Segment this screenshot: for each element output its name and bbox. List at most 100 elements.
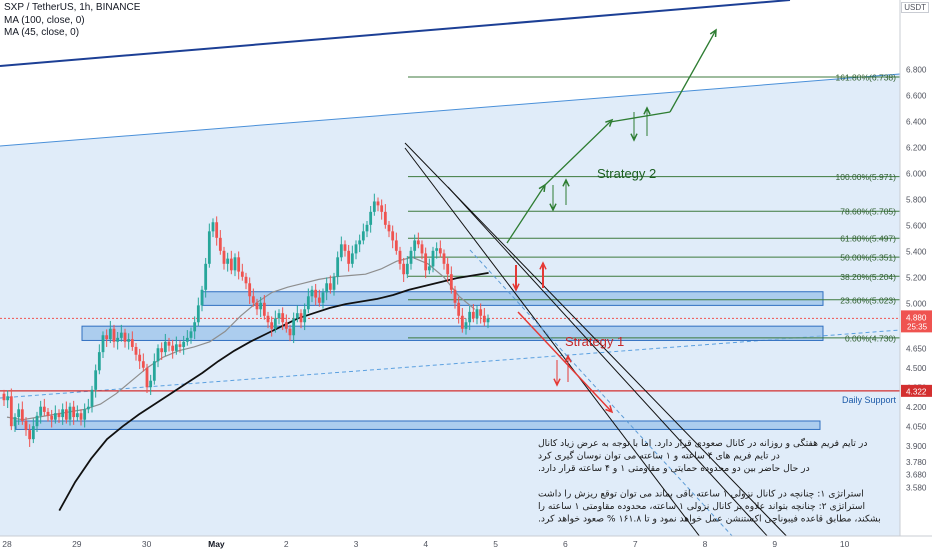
short-down-arrowhead <box>512 283 520 292</box>
candle-body <box>156 348 160 362</box>
daily-support-text: Daily Support <box>842 395 897 405</box>
candle-body <box>174 344 178 351</box>
price-tick-label: 3.780 <box>906 458 927 467</box>
candle-body <box>68 406 72 420</box>
strategy1-arrow <box>517 311 612 412</box>
candle-body <box>130 339 134 347</box>
candle-body <box>167 341 171 346</box>
time-tick-label: 9 <box>772 539 777 549</box>
candle-body <box>398 250 402 264</box>
strategy2-path <box>506 29 717 244</box>
candle-body <box>204 263 208 290</box>
candle-body <box>138 354 142 362</box>
ma100-legend[interactable]: MA (100, close, 0) <box>4 14 85 26</box>
candle-body <box>251 296 255 303</box>
strategy2-segment <box>544 121 611 186</box>
candle-body <box>295 313 299 319</box>
candle-body <box>350 253 354 264</box>
price-tick-label: 5.200 <box>906 273 927 282</box>
swing-arrowhead <box>562 178 570 187</box>
support-price-value: 4.322 <box>906 387 927 396</box>
swing-arrowhead <box>553 378 561 387</box>
last-price-badge <box>901 310 932 333</box>
candle-body <box>141 361 145 368</box>
ma45-legend[interactable]: MA (45, close, 0) <box>4 27 80 38</box>
candle-body <box>229 258 233 271</box>
swing-arrowhead <box>564 354 572 363</box>
desc-channel-mid <box>404 147 711 550</box>
candle-body <box>372 201 376 212</box>
candle-body <box>427 266 431 271</box>
time-axis-bg <box>0 536 932 550</box>
candle-body <box>200 289 204 306</box>
candle-body <box>127 339 131 342</box>
strategy2-label: Strategy 2 <box>597 166 656 181</box>
desc-channel-upper <box>404 142 801 550</box>
candle-body <box>262 302 266 316</box>
candle-body <box>387 224 391 232</box>
time-tick-label: 6 <box>563 539 568 549</box>
short-up-arrowhead <box>539 261 547 270</box>
candle-body <box>17 409 21 418</box>
symbol-title[interactable]: SXP / TetherUS, 1h, BINANCE <box>4 2 141 13</box>
candle-body <box>119 332 123 338</box>
analysis-note-line: استراتژی ۱: چنانچه در کانال نزولی ۱ ساعت… <box>538 488 864 499</box>
candle-body <box>325 283 329 293</box>
candle-body <box>460 315 464 329</box>
candle-body <box>358 240 362 245</box>
price-axis-bg <box>900 0 932 536</box>
time-tick-label: 4 <box>423 539 428 549</box>
candle-body <box>94 370 98 390</box>
candle-body <box>218 237 222 251</box>
candle-body <box>442 253 446 264</box>
time-tick-label: 8 <box>703 539 708 549</box>
candle-body <box>39 406 43 416</box>
price-tick-label: 4.500 <box>906 364 927 373</box>
candle-body <box>339 244 343 258</box>
chart-legend: SXP / TetherUS, 1h, BINANCE MA (100, clo… <box>4 2 140 40</box>
candle-body <box>292 318 296 336</box>
time-tick-label: 3 <box>354 539 359 549</box>
time-tick-label: 2 <box>284 539 289 549</box>
candle-body <box>72 406 76 418</box>
analysis-note-line: در تایم فریم هفتگی و روزانه در کانال صعو… <box>538 437 867 449</box>
candle-body <box>171 345 175 351</box>
fib-level-label: 78.60%(5.705) <box>840 207 896 217</box>
price-tick-label: 5.400 <box>906 247 927 256</box>
candle-body <box>402 263 406 275</box>
candle-body <box>270 322 274 329</box>
candle-body <box>50 415 54 420</box>
fib-level-label: 161.80%(6.738) <box>836 73 897 83</box>
fib-level-label: 23.60%(5.023) <box>840 295 896 305</box>
candle-body <box>185 337 189 342</box>
candle-body <box>86 406 90 410</box>
candle-body <box>365 224 369 232</box>
candle-body <box>75 413 79 418</box>
candle-body <box>123 332 127 342</box>
fibonacci-extension: 161.80%(6.738) 100.00%(5.971) 78.60%(5.705… <box>408 73 900 343</box>
candle-body <box>83 409 87 420</box>
candle-body <box>163 341 167 353</box>
candle-body <box>233 257 237 271</box>
strategy2-segment <box>609 111 671 123</box>
candle-body <box>284 322 288 329</box>
last-price-value: 4.880 <box>906 313 927 322</box>
price-tick-label: 6.200 <box>906 143 927 152</box>
time-tick-label: May <box>208 539 225 549</box>
price-tick-label: 3.900 <box>906 442 927 451</box>
candle-body <box>259 302 263 310</box>
strategy2-arrowhead <box>605 118 614 127</box>
swing-arrowhead <box>630 133 638 142</box>
candle-body <box>207 231 211 264</box>
candle-body <box>189 331 193 338</box>
strategy2-arrowhead <box>709 28 717 38</box>
currency-badge[interactable]: USDT <box>901 2 929 13</box>
candle-body <box>266 315 270 323</box>
time-tick-label: 5 <box>493 539 498 549</box>
analysis-note-line: در حال حاضر بین دو محدوده حمایتی و مقاوم… <box>538 463 810 474</box>
strategy1-arrowhead <box>605 405 614 414</box>
channel-upper-line <box>0 73 901 147</box>
candle-body <box>211 222 215 232</box>
time-tick-label: 29 <box>72 539 82 549</box>
